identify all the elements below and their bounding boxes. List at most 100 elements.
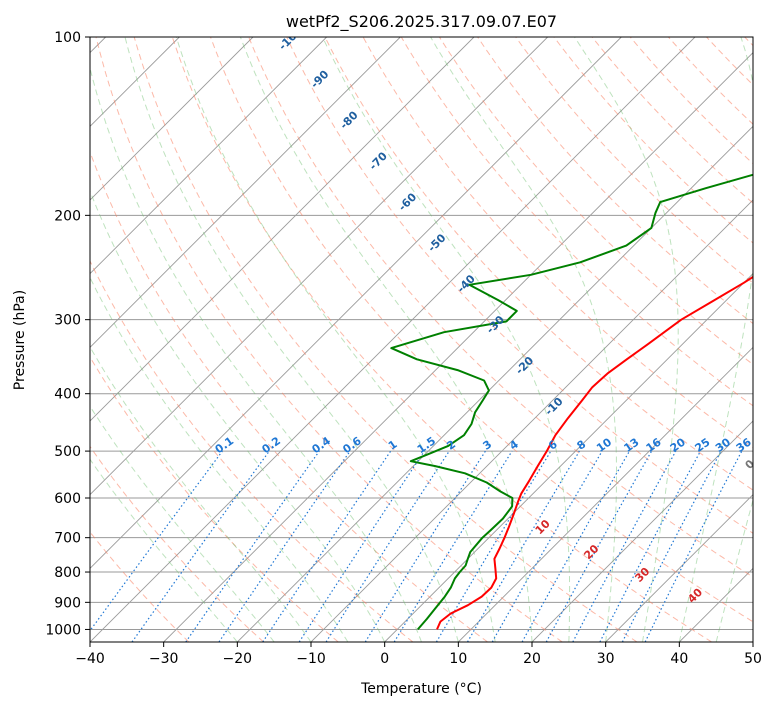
dry-adiabat-lines <box>90 37 753 642</box>
moist-adiabat-label: -30 <box>484 313 507 336</box>
plot-area: -100-90-80-70-60-50-40-30-20-10010203040… <box>90 37 753 642</box>
dry-adiabat-line <box>90 259 414 642</box>
dry-adiabat-label: 30 <box>632 565 652 585</box>
dry-adiabat-line <box>90 531 190 642</box>
dry-adiabat-line <box>90 445 264 642</box>
moist-adiabat-line <box>574 37 679 642</box>
dry-adiabat-line <box>668 37 753 125</box>
isotherm-line <box>90 37 475 422</box>
moist-adiabat-lines <box>90 37 753 642</box>
moist-adiabat-line <box>715 498 753 642</box>
x-tick-label: −20 <box>223 651 253 667</box>
mixing-ratio-line <box>131 450 270 642</box>
mixing-ratio-line <box>545 450 653 642</box>
moist-adiabat-label: -90 <box>308 68 331 91</box>
mixing-ratio-label: 30 <box>713 435 733 455</box>
moist-adiabat-line <box>90 276 349 642</box>
y-tick-label: 400 <box>54 387 81 403</box>
moist-adiabat-line <box>124 37 459 642</box>
isotherm-line <box>90 37 254 201</box>
dry-adiabat-line <box>133 37 638 642</box>
x-tick-label: 0 <box>380 651 389 667</box>
y-axis-label: Pressure (hPa) <box>12 290 28 390</box>
mixing-ratio-line <box>466 450 580 642</box>
moist-adiabat-line <box>175 37 496 642</box>
x-axis-label: Temperature (°C) <box>360 681 482 697</box>
y-axis-ticks: 100 200 300 400 500 600 700 800 900 1000 <box>45 30 90 638</box>
dry-adiabat-label: 10 <box>533 517 553 537</box>
mixing-ratio-line <box>218 450 351 642</box>
y-tick-label: 300 <box>54 313 81 329</box>
isotherm-line <box>605 494 753 642</box>
isotherm-line <box>752 641 753 642</box>
isotherm-line <box>458 346 753 642</box>
y-tick-label: 500 <box>54 444 81 460</box>
moist-adiabat-line <box>430 37 617 642</box>
y-tick-label: 600 <box>54 491 81 507</box>
mixing-ratio-line <box>185 450 320 642</box>
plot-frame <box>89 36 754 643</box>
moist-adiabat-line <box>90 345 312 642</box>
mixing-ratio-line <box>325 450 450 642</box>
moist-adiabat-line <box>239 37 533 642</box>
mixing-ratio-label: 0.4 <box>310 434 334 456</box>
isotherm-line <box>90 37 548 496</box>
mixing-ratio-line <box>262 450 392 642</box>
isotherm-line <box>163 52 753 642</box>
mixing-ratio-label: 1.5 <box>415 434 438 456</box>
isotherm-line <box>531 420 753 642</box>
y-tick-label: 700 <box>54 531 81 547</box>
dry-adiabat-line <box>706 37 753 86</box>
mixing-ratio-line <box>364 450 486 642</box>
y-tick-label: 800 <box>54 565 81 581</box>
dry-adiabat-line <box>744 37 753 47</box>
moist-adiabat-line <box>90 189 386 642</box>
moist-adiabat-label: -50 <box>425 231 448 254</box>
mixing-ratio-label: 25 <box>693 436 713 455</box>
isobar-lines <box>90 37 753 630</box>
y-tick-label: 200 <box>54 208 81 224</box>
moist-adiabat-line <box>90 65 422 642</box>
dry-adiabat-line <box>210 37 753 623</box>
mixing-ratio-line <box>90 450 223 632</box>
chart-title: wetPf2_S206.2025.317.09.07.E07 <box>286 12 557 32</box>
moist-adiabat-label: -10 <box>542 395 565 418</box>
isotherm-line <box>237 125 753 642</box>
mixing-ratio-line <box>298 450 425 642</box>
isotherm-line <box>90 37 327 275</box>
isotherm-line <box>679 567 753 642</box>
x-tick-label: 50 <box>744 651 762 667</box>
x-tick-label: 20 <box>523 651 541 667</box>
x-tick-label: 10 <box>449 651 467 667</box>
moist-adiabat-line <box>322 37 571 642</box>
mixing-ratio-label: 10 <box>594 435 614 455</box>
isotherm-lines <box>90 37 753 642</box>
dry-adiabat-line <box>95 37 563 642</box>
line-labels: -100-90-80-70-60-50-40-30-20-10010203040… <box>213 37 753 606</box>
x-tick-label: 30 <box>597 651 615 667</box>
isotherm-line <box>384 273 753 642</box>
mixing-ratio-line <box>435 450 552 642</box>
profile-series <box>390 173 753 631</box>
moist-adiabat-label: -70 <box>367 149 390 172</box>
moist-adiabat-line <box>90 458 238 642</box>
dry-adiabat-line <box>515 37 753 284</box>
moist-adiabat-label: -80 <box>337 108 360 131</box>
dry-adiabat-line <box>286 37 753 534</box>
x-tick-label: 40 <box>670 651 688 667</box>
dry-adiabat-label: 20 <box>581 542 601 562</box>
moist-adiabat-label: -40 <box>455 272 478 295</box>
isotherm-line <box>90 37 622 569</box>
moist-adiabat-line <box>678 37 753 642</box>
y-tick-label: 900 <box>54 595 81 611</box>
mixing-ratio-line <box>572 450 677 642</box>
x-tick-label: −40 <box>75 651 105 667</box>
mixing-ratio-line <box>644 450 743 642</box>
temperature-profile-line <box>436 275 753 630</box>
dry-adiabat-line <box>248 37 753 578</box>
moist-adiabat-label: -60 <box>396 190 419 213</box>
mixing-ratio-line <box>521 450 631 642</box>
isotherm-line <box>90 37 696 642</box>
mixing-ratio-lines <box>90 450 743 642</box>
